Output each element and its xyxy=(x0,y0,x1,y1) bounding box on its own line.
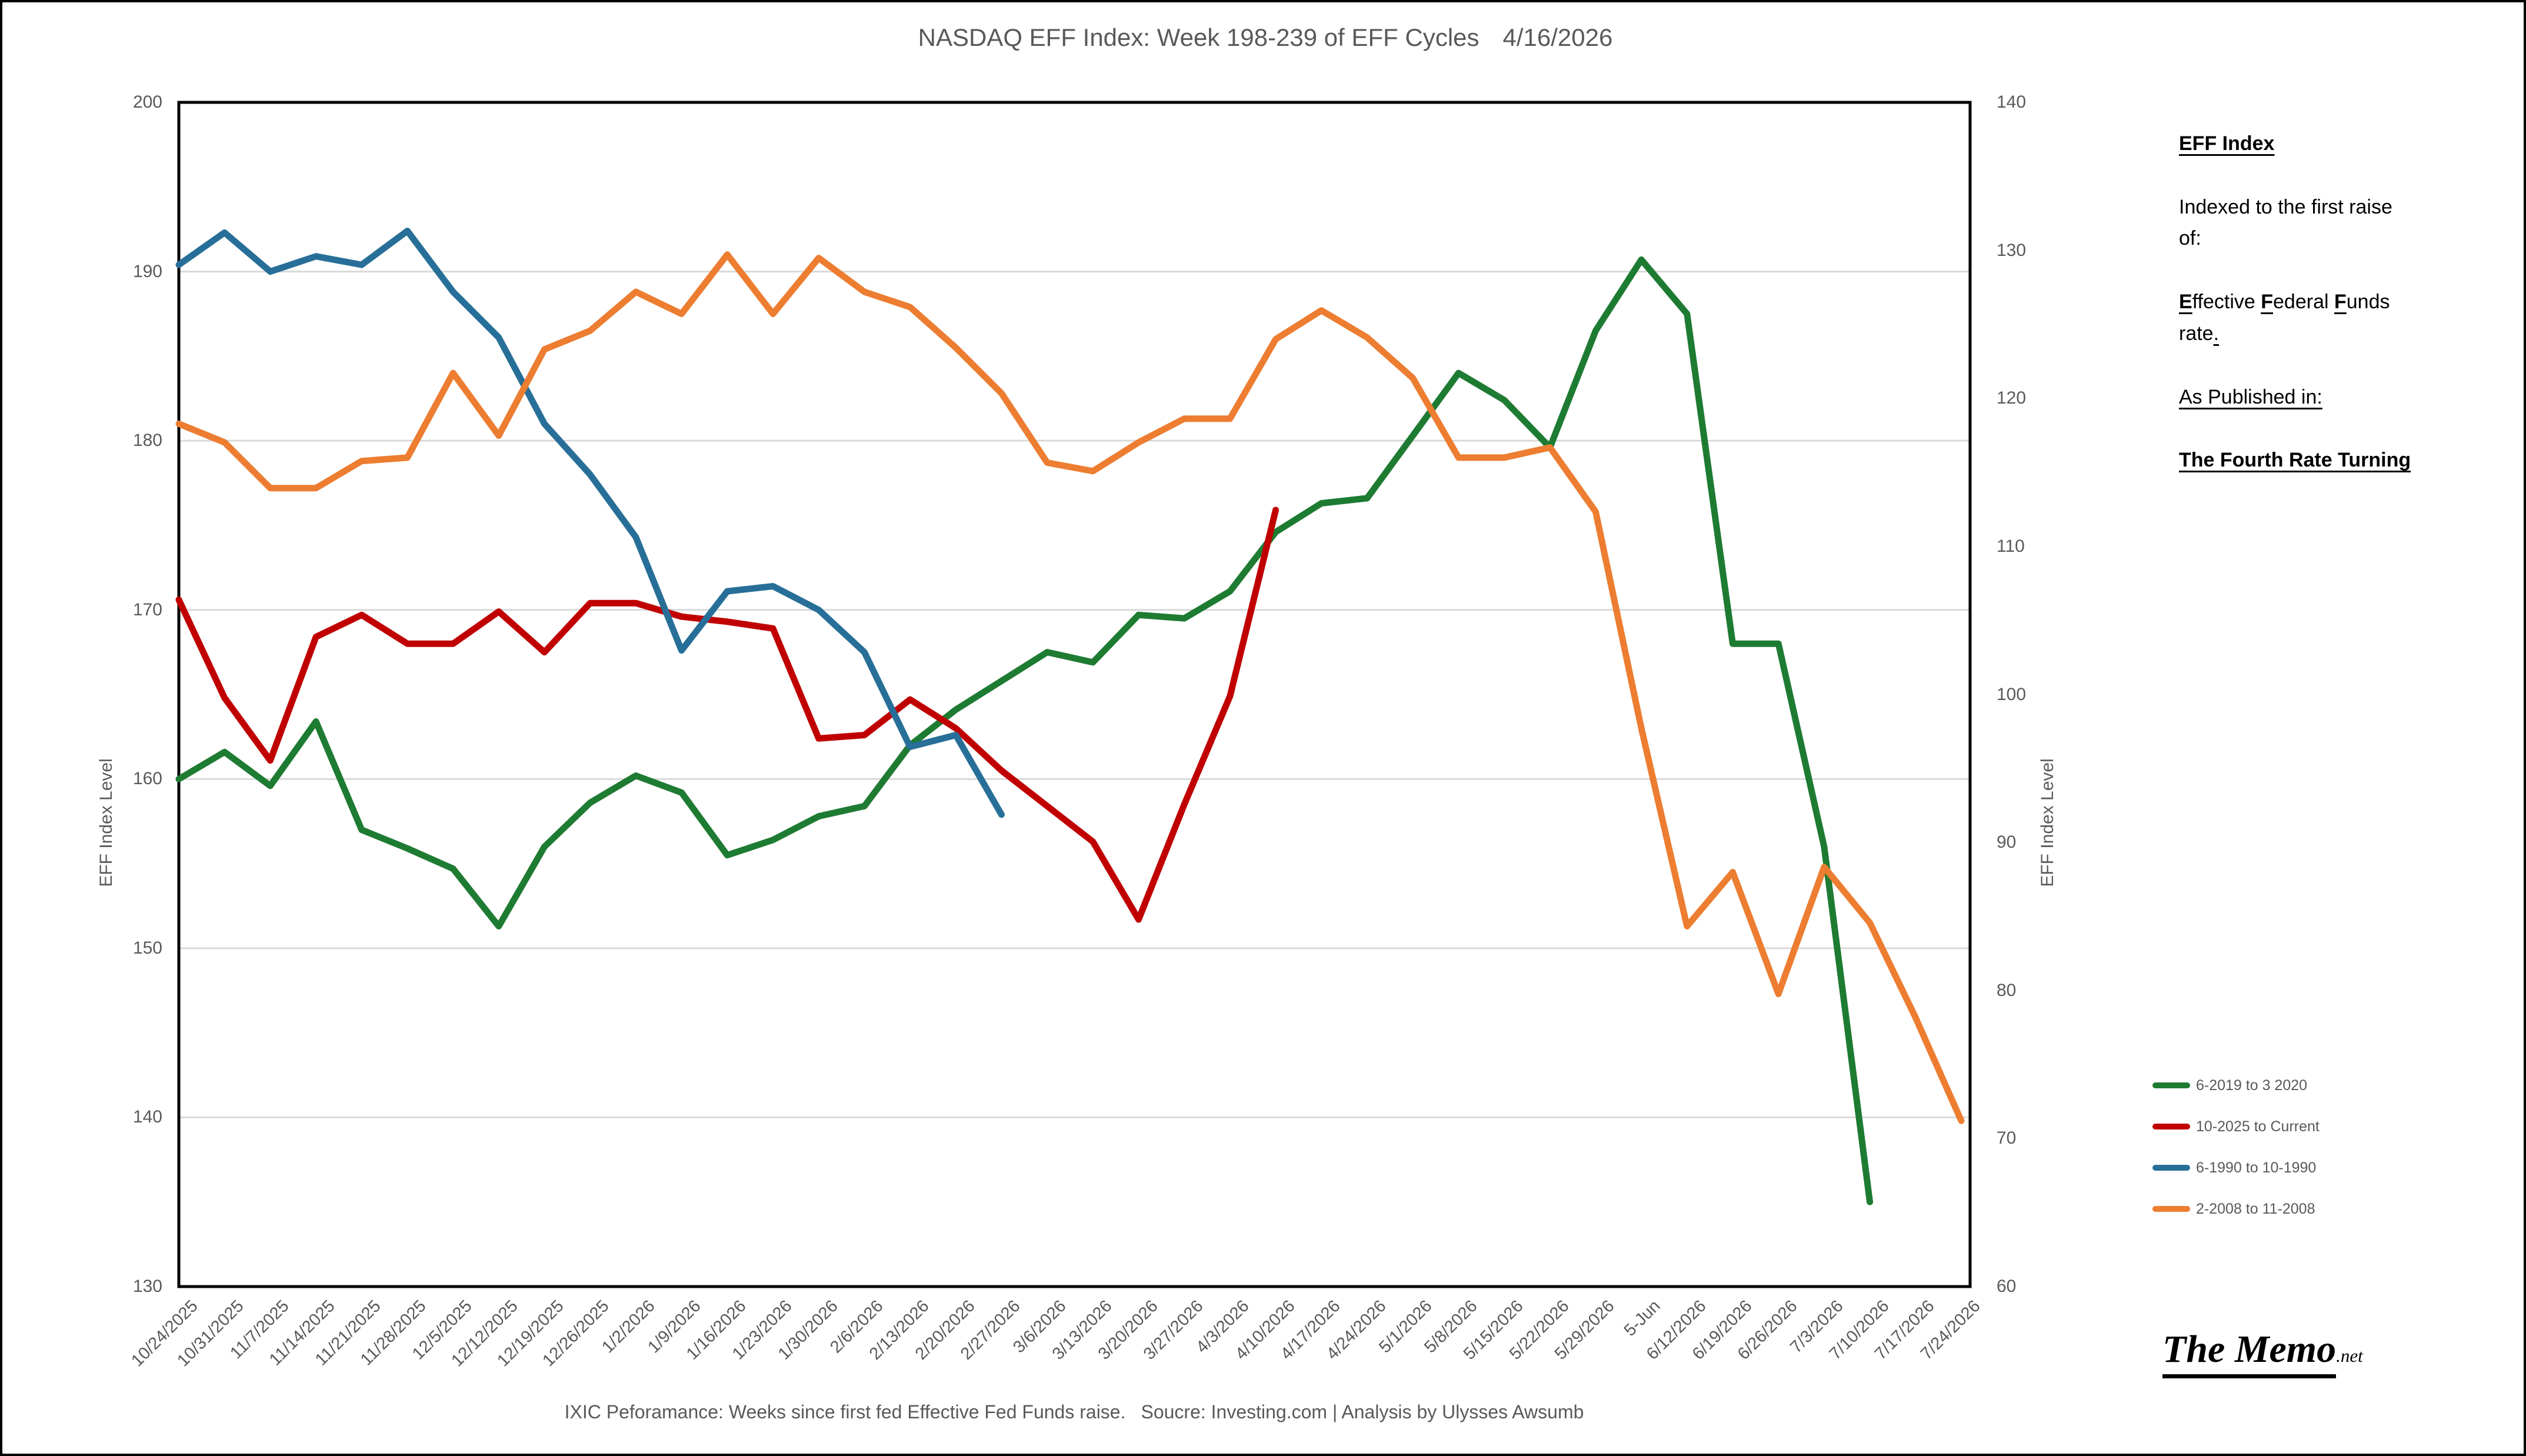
right-axis-tick-label: 120 xyxy=(1997,388,2027,408)
chart-title-date: 4/16/2026 xyxy=(1502,24,1613,51)
footer-caption-text: IXIC Peforamance: Weeks since first fed … xyxy=(564,1401,1126,1422)
side-note-text: EFF Index xyxy=(2179,132,2275,155)
left-axis-tick-label: 140 xyxy=(132,1107,162,1127)
site-logo: The Memo.net xyxy=(2162,1327,2363,1378)
legend-label: 6-1990 to 10-1990 xyxy=(2196,1159,2317,1176)
series-line-red xyxy=(175,507,1279,923)
side-note-text: F xyxy=(2334,291,2347,314)
legend-item: 6-2019 to 3 2020 xyxy=(2152,1065,2320,1106)
legend-item: 10-2025 to Current xyxy=(2152,1106,2320,1147)
legend-swatch-orange xyxy=(2152,1206,2190,1212)
legend-swatch-green xyxy=(2152,1082,2190,1088)
legend: 6-2019 to 3 2020 10-2025 to Current 6-1990… xyxy=(2152,1065,2320,1230)
chart-title-text: NASDAQ EFF Index: Week 198-239 of EFF Cy… xyxy=(918,24,1479,51)
site-logo-suffix: .net xyxy=(2336,1345,2363,1366)
plot-border xyxy=(177,101,1972,1288)
left-axis-tick-label: 160 xyxy=(132,769,162,789)
legend-swatch-blue xyxy=(2152,1165,2190,1171)
right-axis-tick-label: 80 xyxy=(1997,980,2017,1000)
left-axis-title: EFF Index Level xyxy=(96,758,116,887)
right-axis-title: EFF Index Level xyxy=(2038,758,2057,887)
right-axis-tick-label: 90 xyxy=(1997,832,2017,852)
side-note-text: The Fourth Rate Turning xyxy=(2179,449,2411,472)
left-axis-tick-label: 190 xyxy=(132,261,162,281)
side-note-paragraph: The Fourth Rate Turning xyxy=(2179,445,2414,477)
side-note-text: As Published in: xyxy=(2179,385,2322,408)
side-note-text: E xyxy=(2179,291,2192,314)
left-axis-tick-label: 200 xyxy=(132,92,162,112)
site-logo-name: The Memo xyxy=(2162,1327,2337,1378)
left-axis-tick-label: 170 xyxy=(132,599,162,619)
legend-label: 2-2008 to 11-2008 xyxy=(2196,1200,2315,1217)
footer-source-text: Soucre: Investing.com | Analysis by Ulys… xyxy=(1141,1401,1584,1422)
footer-caption: IXIC Peforamance: Weeks since first fed … xyxy=(565,1401,1584,1423)
side-note-text: . xyxy=(2213,322,2220,345)
right-axis-tick-label: 70 xyxy=(1997,1128,2017,1148)
side-note-text: unds rate xyxy=(2179,291,2390,345)
right-axis-tick-label: 60 xyxy=(1997,1277,2017,1296)
side-note-paragraph: EFF Index xyxy=(2179,128,2414,160)
series-line-green xyxy=(175,256,1874,1205)
legend-item: 6-1990 to 10-1990 xyxy=(2152,1147,2320,1188)
series-line-orange xyxy=(175,251,1965,1124)
legend-label: 10-2025 to Current xyxy=(2196,1118,2320,1135)
legend-label: 6-2019 to 3 2020 xyxy=(2196,1077,2308,1094)
right-axis-tick-label: 130 xyxy=(1997,240,2027,260)
legend-item: 2-2008 to 11-2008 xyxy=(2152,1188,2320,1230)
side-note-panel: EFF Index Indexed to the first raise of: E… xyxy=(2179,128,2414,508)
side-note-text: F xyxy=(2261,291,2274,314)
legend-swatch-red xyxy=(2152,1124,2190,1130)
side-note-paragraph: Indexed to the first raise of: xyxy=(2179,192,2414,255)
series-line-blue xyxy=(175,228,1005,818)
right-axis-tick-label: 100 xyxy=(1997,684,2027,704)
left-axis-tick-label: 130 xyxy=(132,1277,162,1296)
side-note-text: ffective xyxy=(2192,291,2261,314)
side-note-text: ederal xyxy=(2273,291,2334,314)
right-axis-tick-label: 110 xyxy=(1997,536,2025,556)
left-axis-tick-label: 150 xyxy=(132,938,162,958)
chart-title: NASDAQ EFF Index: Week 198-239 of EFF Cy… xyxy=(918,24,1613,52)
side-note-paragraph: Effective Federal Funds rate. xyxy=(2179,286,2414,349)
side-note-text: Indexed to the first raise of: xyxy=(2179,195,2392,250)
left-axis-tick-label: 180 xyxy=(132,431,162,451)
right-axis-tick-label: 140 xyxy=(1997,92,2027,112)
side-note-paragraph: As Published in: xyxy=(2179,382,2414,414)
